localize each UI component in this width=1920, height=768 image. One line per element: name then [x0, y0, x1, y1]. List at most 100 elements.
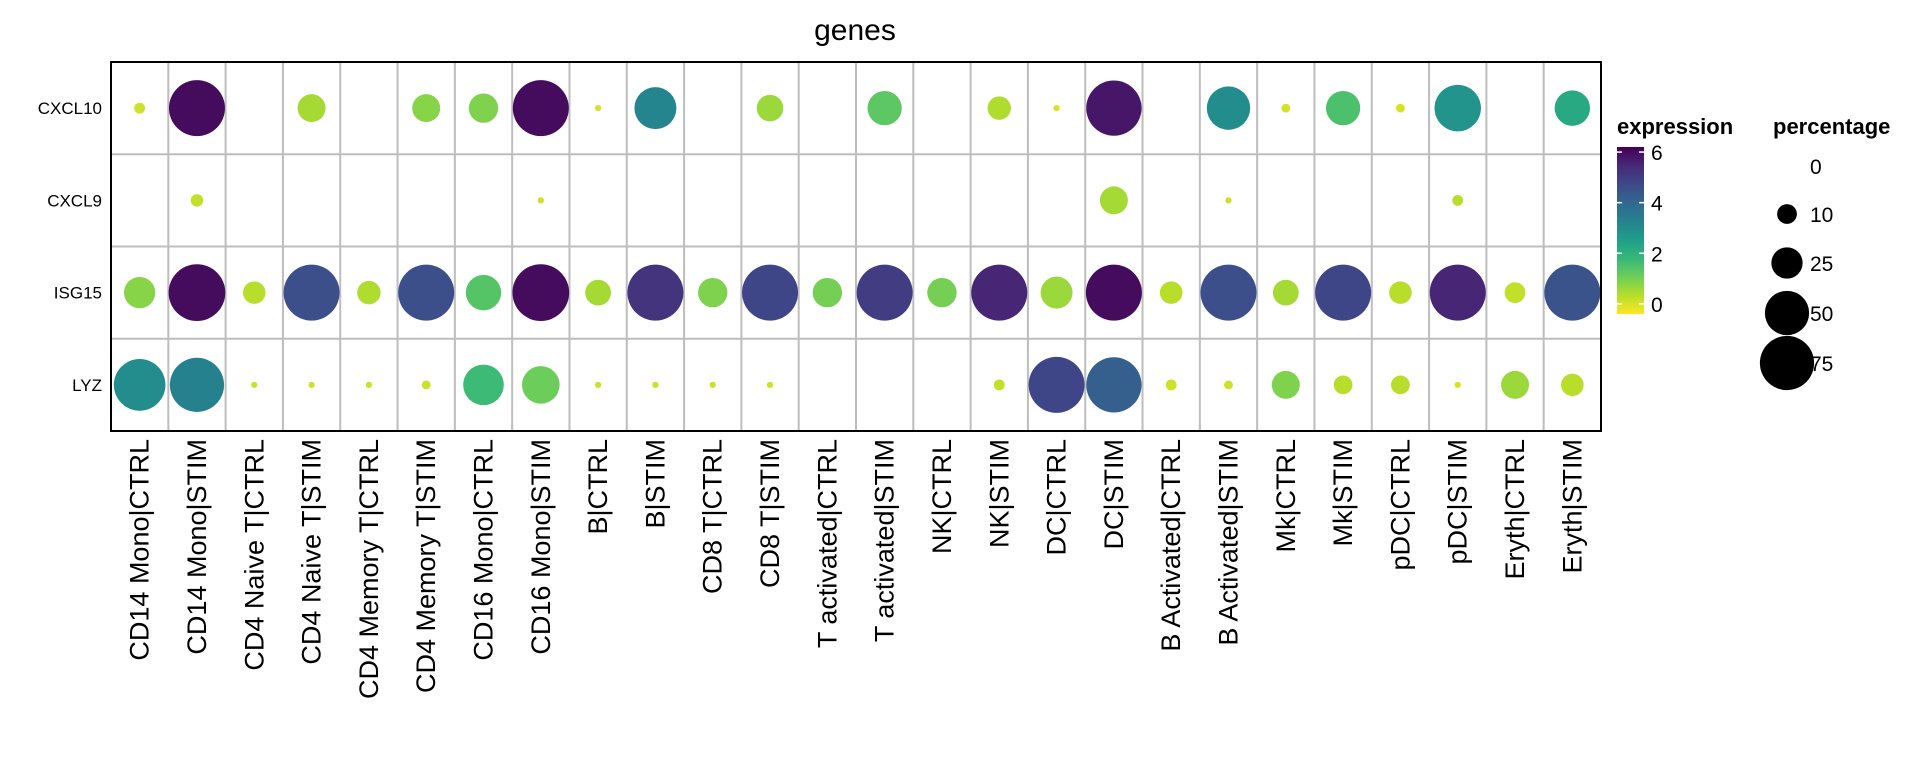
- dot-lyz-9: [652, 381, 659, 389]
- dot-lyz-23: [1454, 381, 1461, 389]
- dot-isg15-20: [1272, 279, 1299, 306]
- dot-lyz-17: [1086, 357, 1142, 413]
- dot-lyz-18: [1165, 379, 1177, 391]
- dot-cxcl10-20: [1281, 103, 1291, 113]
- dot-lyz-15: [993, 379, 1005, 391]
- percentage-legend: percentage 0 10 25 50 75: [1759, 114, 1890, 391]
- dot-cxcl10-23: [1434, 84, 1481, 132]
- colorbar-tick-label: 0: [1651, 294, 1663, 317]
- size-key-label: 0: [1810, 156, 1822, 179]
- dot-isg15-4: [357, 280, 381, 305]
- panel-border: [110, 61, 1602, 432]
- dot-isg15-3: [283, 264, 340, 321]
- dot-cxcl9-19: [1225, 197, 1232, 204]
- column-label: Eryth|CTRL: [1500, 439, 1530, 580]
- expression-legend: expression 0 2 4 6: [1617, 114, 1733, 317]
- dot-isg15-24: [1504, 282, 1526, 304]
- plot-panel: [110, 61, 1602, 432]
- dot-cxcl9-17: [1099, 186, 1128, 215]
- dot-lyz-0: [113, 359, 166, 411]
- column-label: CD16 Mono|CTRL: [469, 439, 499, 661]
- dot-lyz-6: [463, 364, 504, 406]
- column-label: pDC|CTRL: [1385, 439, 1415, 571]
- dot-isg15-21: [1315, 264, 1372, 321]
- column-label: CD8 T|CTRL: [698, 439, 728, 594]
- dot-cxcl10-11: [756, 94, 784, 122]
- column-label: CD4 Naive T|CTRL: [239, 439, 269, 671]
- row-label-cxcl9: CXCL9: [47, 191, 102, 210]
- dot-isg15-1: [168, 264, 226, 321]
- column-label: CD14 Mono|CTRL: [125, 439, 155, 661]
- column-label: B|STIM: [640, 439, 670, 529]
- expression-colorbar: [1617, 147, 1644, 314]
- dot-cxcl10-21: [1325, 90, 1361, 126]
- dot-isg15-0: [124, 276, 156, 309]
- dot-cxcl9-7: [537, 197, 544, 204]
- dot-lyz-1: [169, 357, 225, 412]
- dot-isg15-6: [465, 274, 502, 311]
- dot-cxcl9-23: [1452, 194, 1464, 206]
- row-label-isg15: ISG15: [54, 284, 102, 303]
- dot-lyz-24: [1501, 370, 1530, 399]
- dot-isg15-9: [627, 264, 684, 321]
- dot-cxcl10-13: [867, 90, 902, 126]
- dot-isg15-19: [1200, 264, 1257, 321]
- dot-isg15-18: [1159, 281, 1183, 304]
- row-labels: CXCL10 CXCL9 ISG15 LYZ: [38, 99, 102, 395]
- column-label: CD4 Memory T|CTRL: [354, 439, 384, 699]
- dot-cxcl10-16: [1053, 104, 1060, 112]
- dot-cxcl10-5: [412, 94, 441, 123]
- dot-cxcl10-17: [1086, 80, 1142, 136]
- column-label: CD14 Mono|STIM: [182, 439, 212, 655]
- column-label: B Activated|STIM: [1214, 439, 1244, 646]
- dot-lyz-2: [251, 381, 258, 389]
- dot-lyz-5: [421, 380, 431, 390]
- column-label: CD8 T|STIM: [755, 439, 785, 588]
- column-label: B Activated|CTRL: [1156, 439, 1186, 652]
- column-label: B|CTRL: [583, 439, 613, 535]
- dot-cxcl10-15: [987, 96, 1011, 120]
- column-label: DC|CTRL: [1042, 439, 1072, 556]
- colorbar-tick-label: 4: [1651, 193, 1663, 216]
- dot-isg15-14: [927, 277, 957, 308]
- column-label: pDC|STIM: [1443, 439, 1473, 565]
- column-label: CD4 Memory T|STIM: [411, 439, 441, 693]
- column-label: Mk|CTRL: [1271, 439, 1301, 553]
- size-key-label: 75: [1810, 353, 1833, 376]
- dot-isg15-25: [1544, 264, 1601, 321]
- dot-lyz-20: [1271, 370, 1300, 399]
- dot-cxcl10-7: [512, 80, 569, 137]
- column-label: NK|STIM: [984, 439, 1014, 548]
- colorbar-tick-label: 6: [1651, 142, 1663, 165]
- dot-isg15-11: [742, 264, 799, 321]
- dot-isg15-22: [1389, 281, 1412, 304]
- dot-lyz-16: [1028, 356, 1085, 413]
- chart-title: genes: [814, 14, 896, 47]
- column-label: T activated|CTRL: [812, 439, 842, 648]
- dot-isg15-17: [1085, 264, 1142, 321]
- column-label: CD16 Mono|STIM: [526, 439, 556, 655]
- dot-isg15-7: [512, 264, 570, 321]
- dot-cxcl10-19: [1206, 86, 1251, 130]
- row-label-cxcl10: CXCL10: [38, 99, 102, 118]
- column-label: Eryth|STIM: [1557, 439, 1587, 574]
- expression-legend-title: expression: [1617, 114, 1733, 139]
- dot-lyz-7: [522, 366, 560, 404]
- column-labels: CD14 Mono|CTRL CD14 Mono|STIM CD4 Naive T|…: [125, 439, 1588, 699]
- dot-isg15-2: [242, 281, 266, 304]
- dot-cxcl9-1: [190, 194, 204, 207]
- size-key-dot: [1759, 335, 1815, 391]
- dot-isg15-12: [812, 277, 843, 308]
- size-key-dot: [1771, 247, 1803, 279]
- dot-cxcl10-3: [297, 94, 326, 123]
- size-key-dot: [1764, 290, 1810, 336]
- dot-isg15-23: [1429, 264, 1486, 321]
- column-label: NK|CTRL: [927, 439, 957, 554]
- size-key-label: 50: [1810, 303, 1833, 326]
- column-label: CD4 Naive T|STIM: [297, 439, 327, 665]
- dot-cxcl10-22: [1395, 103, 1405, 113]
- dot-lyz-4: [365, 381, 373, 389]
- dot-isg15-15: [971, 264, 1028, 321]
